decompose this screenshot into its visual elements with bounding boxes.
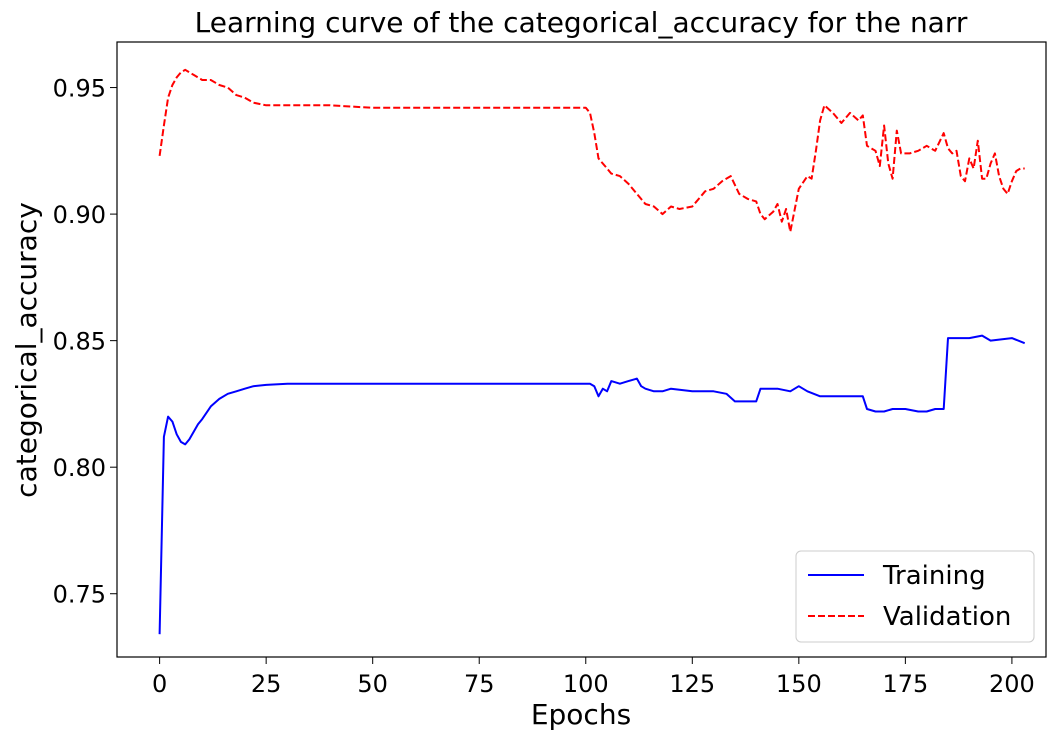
x-tick-label: 25 xyxy=(251,670,282,698)
y-tick-label: 0.80 xyxy=(53,454,106,482)
plot-area xyxy=(158,68,1026,635)
chart-title: Learning curve of the categorical_accura… xyxy=(195,6,968,39)
y-axis-label: categorical_accuracy xyxy=(10,202,43,498)
x-axis-label: Epochs xyxy=(531,698,631,731)
y-tick-label: 0.95 xyxy=(53,75,106,103)
y-tick-label: 0.90 xyxy=(53,201,106,229)
legend-label-validation: Validation xyxy=(883,602,1011,632)
legend-label-training: Training xyxy=(882,561,986,591)
x-tick-label: 175 xyxy=(882,670,928,698)
x-tick-label: 75 xyxy=(464,670,495,698)
series-line-training xyxy=(158,334,1026,635)
y-tick-label: 0.75 xyxy=(53,581,106,609)
x-tick-label: 200 xyxy=(989,670,1035,698)
series-line-validation xyxy=(158,68,1025,233)
legend-box xyxy=(795,550,1035,643)
x-tick-label: 150 xyxy=(776,670,822,698)
x-tick-label: 125 xyxy=(669,670,715,698)
x-tick-label: 50 xyxy=(357,670,388,698)
axes-frame xyxy=(116,41,1047,658)
x-tick-label: 100 xyxy=(563,670,609,698)
x-tick-label: 0 xyxy=(152,670,167,698)
y-tick-label: 0.85 xyxy=(53,328,106,356)
legend: Training Validation xyxy=(795,550,1035,643)
axis-ticks: 0 25 50 75 100 125 150 175 200 0.75 0.80 0.85 0.90 0.… xyxy=(53,75,1035,698)
